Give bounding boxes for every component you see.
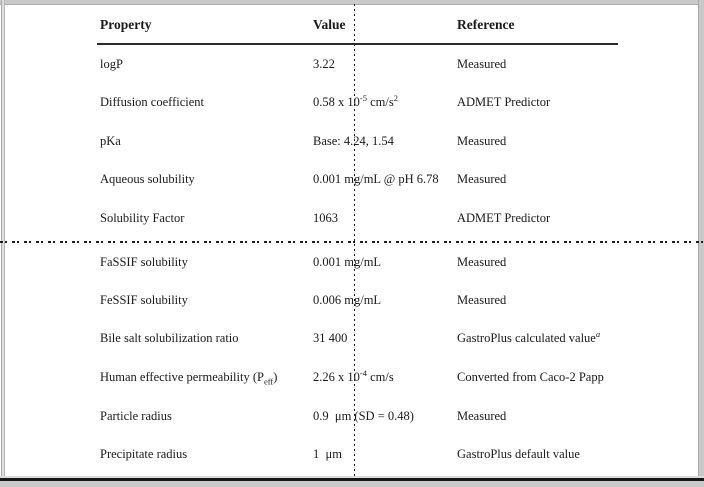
reference-cell: Converted from Caco-2 Papp xyxy=(457,370,604,384)
horizontal-dotted-boundary-line xyxy=(0,241,704,243)
reference-cell: Measured xyxy=(457,255,507,269)
frame-bottom-highlight xyxy=(0,476,704,478)
property-cell: FeSSIF solubility xyxy=(100,293,188,307)
value-cell: 0.006 mg/mL xyxy=(313,293,382,307)
reference-cell: ADMET Predictor xyxy=(457,211,551,225)
reference-cell: Measured xyxy=(457,293,507,307)
frame-bottom-border xyxy=(0,478,704,481)
table-row: Solubility Factor 1063 ADMET Predictor xyxy=(0,211,704,227)
reference-cell: Measured xyxy=(457,57,507,71)
value-cell: 0.001 mg/mL xyxy=(313,255,382,269)
reference-cell: Measured xyxy=(457,409,507,423)
property-cell: FaSSIF solubility xyxy=(100,255,188,269)
property-cell: Precipitate radius xyxy=(100,447,188,461)
column-header-property: Property xyxy=(100,17,152,32)
reference-cell: GastroPlus calculated valuea xyxy=(457,328,601,345)
table-header-rule xyxy=(97,43,618,45)
reference-cell: Measured xyxy=(457,134,507,148)
table-row: Precipitate radius 1 μm GastroPlus default… xyxy=(0,447,704,463)
value-cell: 31 400 xyxy=(313,331,348,345)
property-cell: Diffusion coefficient xyxy=(100,95,205,109)
frame-top-edge xyxy=(0,0,704,5)
table-row: FaSSIF solubility 0.001 mg/mL Measured xyxy=(0,255,704,271)
property-cell: Aqueous solubility xyxy=(100,172,195,186)
property-cell: Particle radius xyxy=(100,409,172,423)
table-row: Human effective permeability (Peff) 2.26 … xyxy=(0,367,704,387)
column-header-reference: Reference xyxy=(457,17,515,32)
value-cell: 3.22 xyxy=(313,57,335,71)
table-row: Aqueous solubility 0.001 mg/mL @ pH 6.78 M… xyxy=(0,172,704,188)
table-row: Diffusion coefficient 0.58 x 10-5 cm/s2 AD… xyxy=(0,92,704,111)
property-cell: logP xyxy=(100,57,123,71)
table-row: logP 3.22 Measured xyxy=(0,57,704,73)
table-row: pKa Base: 4.24, 1.54 Measured xyxy=(0,134,704,150)
table-row: FeSSIF solubility 0.006 mg/mL Measured xyxy=(0,293,704,309)
value-cell: 0.9 μm (SD = 0.48) xyxy=(313,409,414,423)
reference-cell: Measured xyxy=(457,172,507,186)
property-cell: Bile salt solubilization ratio xyxy=(100,331,239,345)
value-cell: 0.58 x 10-5 cm/s2 xyxy=(313,92,398,109)
property-cell: Solubility Factor xyxy=(100,211,185,225)
value-cell: 1 μm xyxy=(313,447,342,461)
reference-cell: ADMET Predictor xyxy=(457,95,551,109)
value-cell: Base: 4.24, 1.54 xyxy=(313,134,394,148)
column-header-value: Value xyxy=(313,17,346,32)
table-row: Particle radius 0.9 μm (SD = 0.48) Measure… xyxy=(0,409,704,425)
property-cell: pKa xyxy=(100,134,121,148)
frame-right-edge xyxy=(698,0,704,487)
frame-bottom-shadow xyxy=(0,481,704,487)
table-row: Bile salt solubilization ratio 31 400 Gast… xyxy=(0,328,704,347)
value-cell: 2.26 x 10-4 cm/s xyxy=(313,367,394,384)
value-cell: 1063 xyxy=(313,211,338,225)
frame-left-edge xyxy=(1,0,5,478)
property-cell: Human effective permeability (Peff) xyxy=(100,370,278,387)
value-cell: 0.001 mg/mL @ pH 6.78 xyxy=(313,172,439,186)
reference-cell: GastroPlus default value xyxy=(457,447,580,461)
